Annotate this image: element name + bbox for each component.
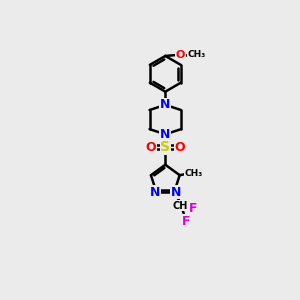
Text: S: S	[160, 140, 170, 154]
Text: F: F	[182, 215, 190, 228]
Text: O: O	[174, 141, 185, 154]
Text: F: F	[189, 202, 197, 215]
Text: N: N	[149, 186, 160, 199]
Text: O: O	[176, 50, 185, 60]
Text: CH₃: CH₃	[187, 50, 205, 59]
Text: N: N	[160, 98, 170, 111]
Text: O: O	[146, 141, 156, 154]
Text: CH: CH	[173, 201, 188, 211]
Text: CH₃: CH₃	[184, 169, 203, 178]
Text: N: N	[160, 128, 170, 141]
Text: N: N	[171, 186, 181, 199]
